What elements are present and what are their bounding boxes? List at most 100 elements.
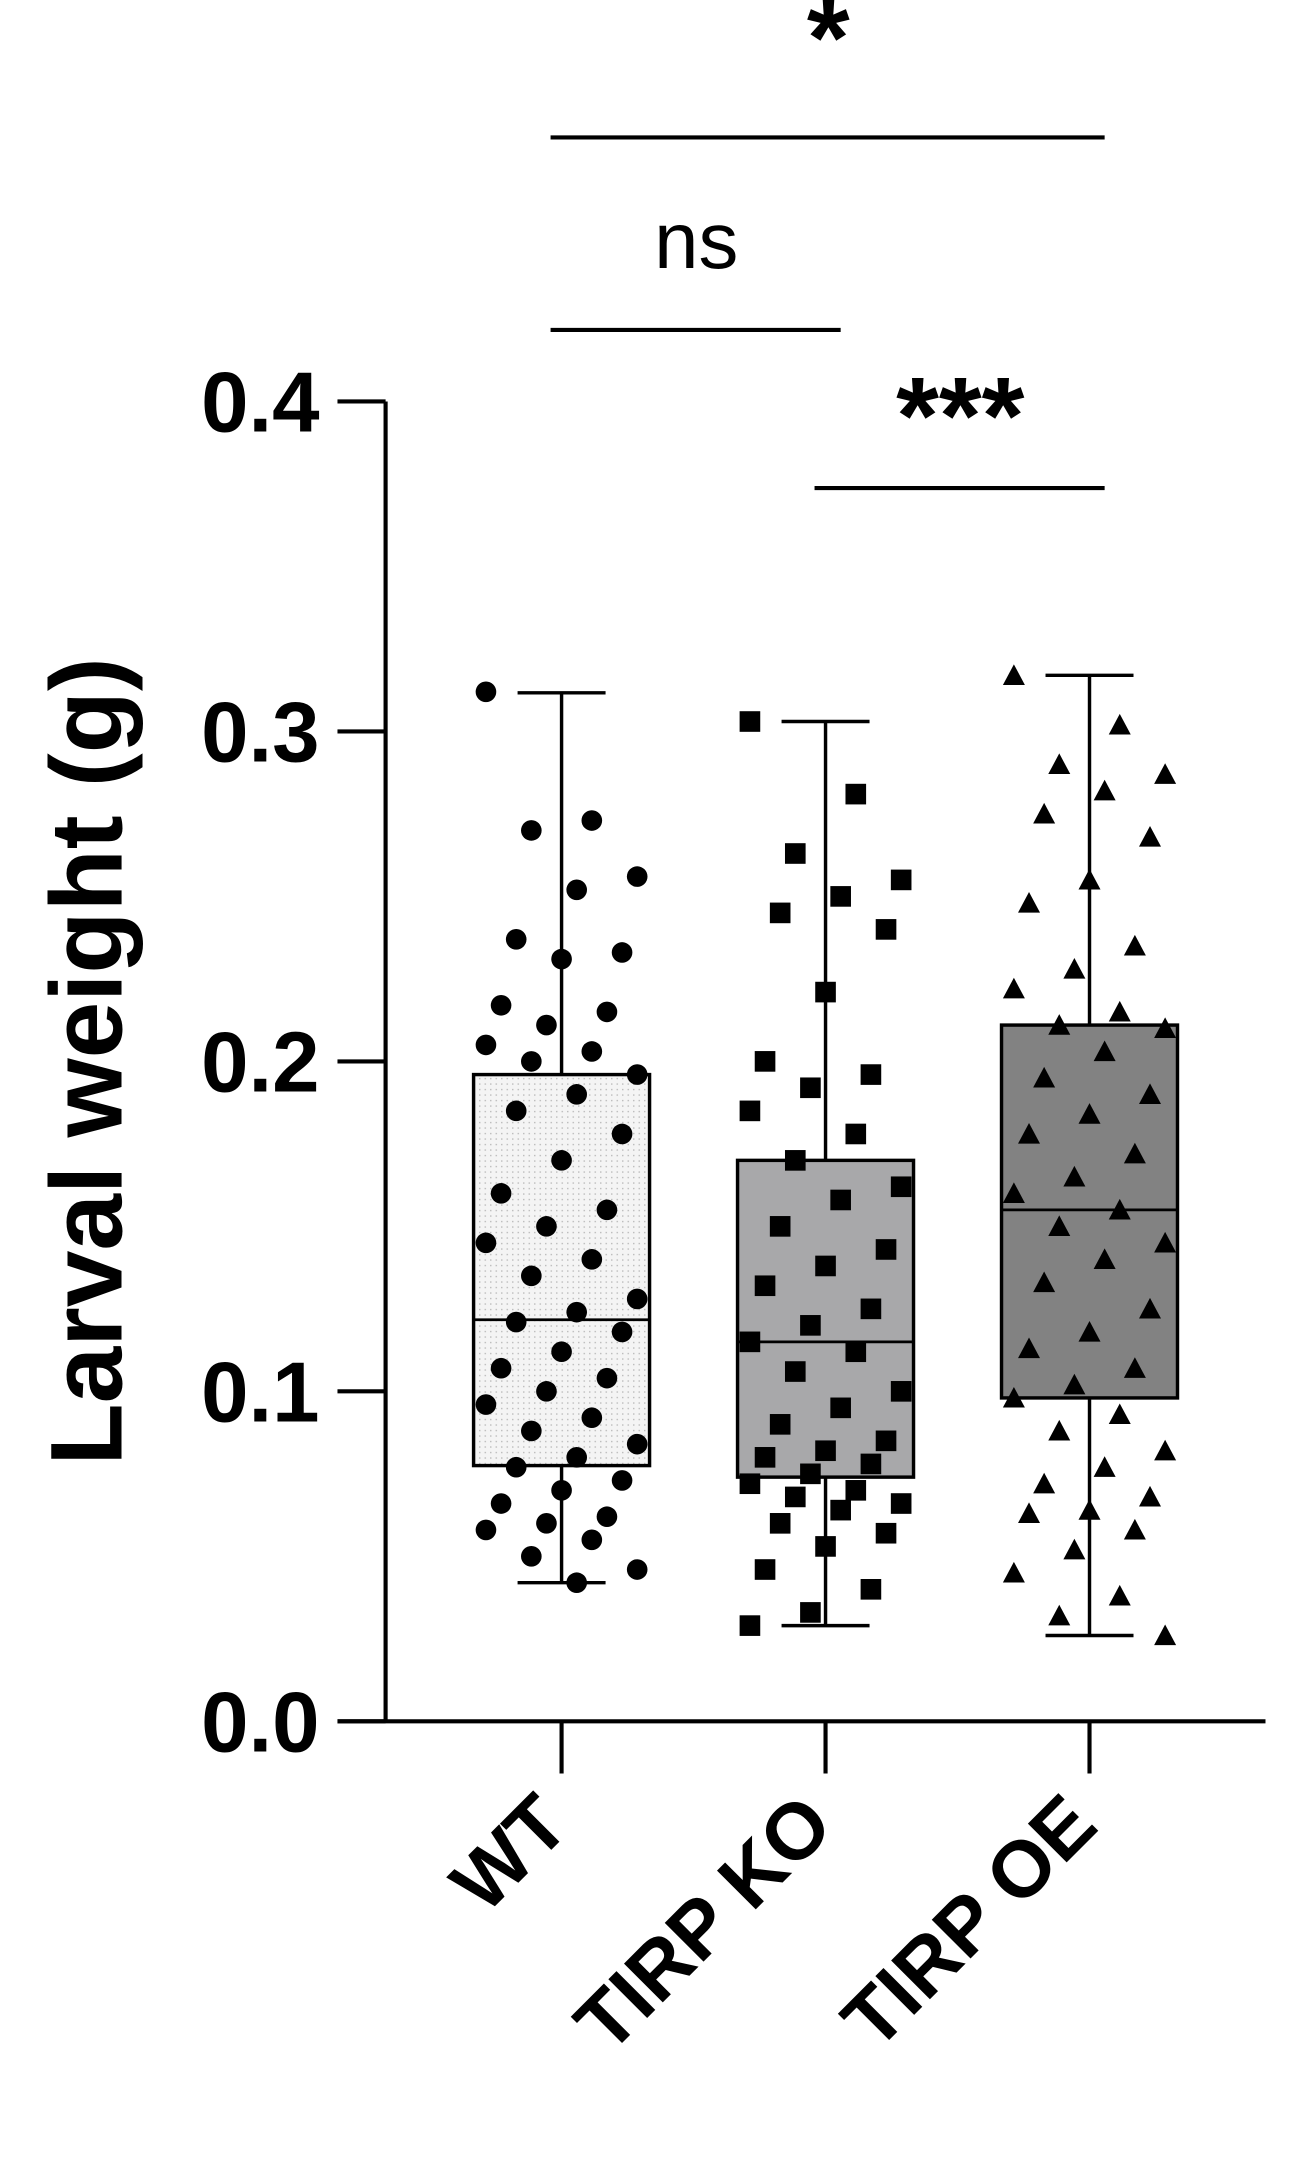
data-point xyxy=(830,1189,851,1211)
data-point xyxy=(536,1513,557,1534)
data-point xyxy=(815,981,836,1003)
data-point xyxy=(1139,1297,1162,1319)
y-axis-label: Larval weight (g) xyxy=(30,657,144,1465)
data-point xyxy=(521,1051,542,1072)
data-point xyxy=(475,1394,497,1415)
data-point xyxy=(475,1519,497,1541)
data-point xyxy=(1108,1403,1131,1425)
data-point xyxy=(566,1301,588,1323)
data-point xyxy=(875,1239,897,1260)
data-point xyxy=(490,1183,512,1204)
data-point xyxy=(1123,934,1146,956)
data-point xyxy=(1093,1040,1116,1062)
data-point xyxy=(1139,826,1162,847)
data-point xyxy=(1002,1561,1025,1583)
data-point xyxy=(505,1311,527,1333)
data-point xyxy=(566,879,588,901)
data-point xyxy=(784,1150,806,1171)
data-point xyxy=(739,1615,761,1636)
data-point xyxy=(1123,1142,1146,1164)
data-point xyxy=(551,948,572,970)
data-point xyxy=(1108,1198,1131,1220)
data-point xyxy=(1033,1066,1056,1088)
data-point xyxy=(596,1367,618,1389)
data-point xyxy=(800,1315,821,1336)
data-point xyxy=(611,1470,633,1491)
data-point xyxy=(1048,753,1071,775)
data-point xyxy=(611,1321,633,1343)
data-point xyxy=(890,1493,912,1514)
significance-label: ns xyxy=(654,196,738,285)
data-point xyxy=(626,866,648,887)
data-point xyxy=(784,1486,806,1508)
data-point xyxy=(581,1249,603,1270)
y-tick-label: 0.0 xyxy=(201,1676,319,1771)
x-tick-label: TIRP OE xyxy=(825,1778,1112,2065)
data-point xyxy=(1063,1538,1086,1560)
data-point xyxy=(1063,957,1086,979)
data-point xyxy=(845,1341,867,1363)
data-point xyxy=(1048,1604,1071,1626)
data-point xyxy=(830,1499,851,1521)
data-point xyxy=(845,783,867,805)
data-point xyxy=(754,1447,776,1468)
data-point xyxy=(784,1361,806,1382)
significance-label: * xyxy=(807,0,850,100)
data-point xyxy=(566,1572,588,1594)
y-tick-label: 0.4 xyxy=(201,356,319,451)
data-point xyxy=(475,1232,497,1254)
data-point xyxy=(1018,891,1041,913)
data-point xyxy=(1033,1472,1056,1494)
data-point xyxy=(1139,1485,1162,1507)
data-point xyxy=(581,1041,603,1062)
data-point xyxy=(1078,1499,1101,1520)
data-point xyxy=(1108,1000,1131,1022)
significance-label: *** xyxy=(896,355,1025,478)
data-point xyxy=(1108,713,1131,735)
data-point xyxy=(1093,1248,1116,1269)
data-point xyxy=(626,1064,648,1085)
data-point xyxy=(1002,1182,1025,1203)
data-point xyxy=(739,1473,761,1495)
data-point xyxy=(1078,1103,1101,1124)
data-point xyxy=(800,1077,821,1099)
data-point xyxy=(875,1522,897,1544)
data-point xyxy=(626,1288,648,1310)
data-point xyxy=(754,1275,776,1297)
data-point xyxy=(521,1420,542,1442)
data-point xyxy=(875,1430,897,1452)
data-point xyxy=(830,886,851,907)
data-point xyxy=(815,1440,836,1462)
data-point xyxy=(1123,1357,1146,1378)
data-point xyxy=(860,1579,882,1600)
data-point xyxy=(890,1176,912,1198)
data-point xyxy=(1002,1386,1025,1408)
data-point xyxy=(769,1216,791,1237)
data-point xyxy=(505,1100,527,1122)
data-point xyxy=(581,1529,603,1551)
data-point xyxy=(536,1216,557,1237)
data-point xyxy=(845,1123,867,1145)
data-point xyxy=(1048,1215,1071,1236)
data-point xyxy=(581,1407,603,1429)
data-point xyxy=(1018,1502,1041,1524)
data-point xyxy=(739,711,761,732)
data-point xyxy=(1154,1439,1177,1461)
data-point xyxy=(1139,1083,1162,1104)
data-point xyxy=(815,1536,836,1557)
data-point xyxy=(800,1602,821,1623)
data-point xyxy=(505,1456,527,1478)
data-point xyxy=(769,1513,791,1534)
data-point xyxy=(611,942,633,963)
data-point xyxy=(475,1034,497,1056)
data-point xyxy=(596,1506,618,1528)
data-point xyxy=(490,994,512,1016)
data-point xyxy=(784,843,806,864)
data-point xyxy=(566,1447,588,1468)
box xyxy=(735,1158,916,1479)
data-point xyxy=(490,1357,512,1379)
data-point xyxy=(596,1199,618,1221)
data-point xyxy=(611,1123,633,1145)
data-point xyxy=(830,1397,851,1419)
